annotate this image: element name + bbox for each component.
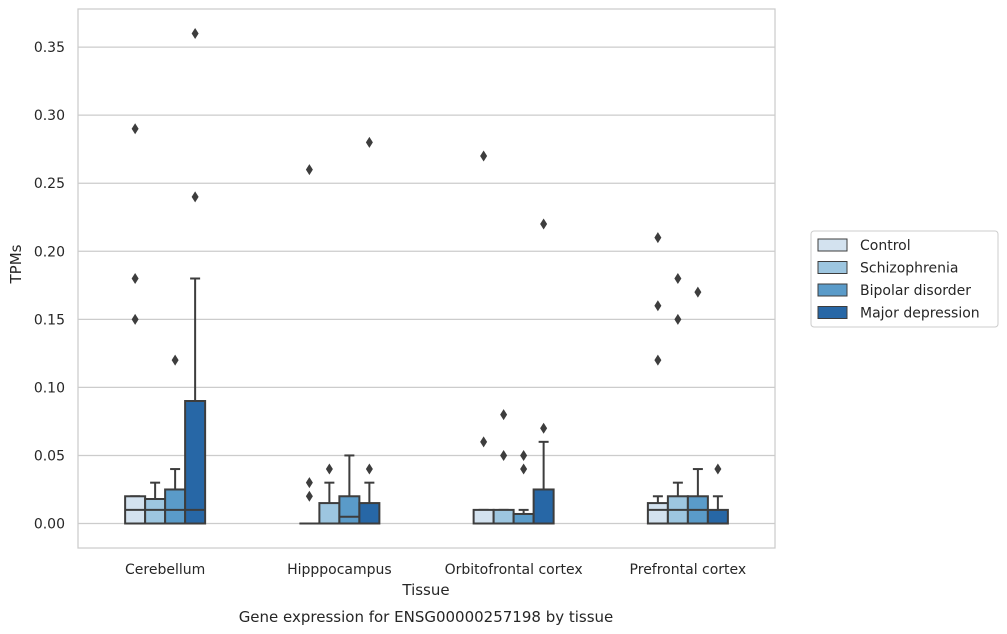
box-body bbox=[706, 508, 729, 525]
y-tick-label: 0.10 bbox=[34, 380, 65, 396]
box-body bbox=[646, 502, 669, 525]
outlier-point bbox=[305, 477, 313, 489]
box-control bbox=[299, 164, 320, 525]
outlier-point bbox=[480, 436, 488, 448]
legend-swatch bbox=[817, 261, 848, 274]
y-tick-label: 0.25 bbox=[34, 176, 65, 192]
box-control bbox=[124, 123, 147, 525]
box-body bbox=[492, 508, 515, 525]
box-body bbox=[144, 498, 167, 525]
outlier-point bbox=[654, 300, 662, 312]
box-control bbox=[646, 232, 669, 525]
x-tick-label: Hipppocampus bbox=[287, 562, 392, 578]
y-tick-label: 0.15 bbox=[34, 312, 65, 328]
x-tick-label: Orbitofrontal cortex bbox=[445, 562, 583, 578]
x-tick-labels: Cerebellum Hipppocampus Orbitofrontal cort… bbox=[125, 562, 746, 578]
y-tick-labels: 0.00 0.05 0.10 0.15 0.20 0.25 0.30 0.35 bbox=[34, 40, 65, 532]
outlier-point bbox=[305, 490, 313, 502]
outlier-point bbox=[131, 273, 139, 284]
legend: Control Schizophrenia Bipolar disorder Majo… bbox=[810, 230, 999, 328]
box-bipolar-disorder bbox=[512, 449, 535, 525]
legend-swatch bbox=[817, 283, 848, 297]
outlier-point bbox=[714, 463, 722, 475]
y-tick-label: 0.05 bbox=[34, 448, 65, 464]
x-tick-label: Prefrontal cortex bbox=[630, 562, 747, 578]
box-major-depression bbox=[358, 136, 381, 525]
outlier-point bbox=[131, 313, 139, 325]
legend-label: Bipolar disorder bbox=[860, 283, 971, 299]
y-tick-label: 0.00 bbox=[34, 517, 65, 533]
chart-caption: Gene expression for ENSG00000257198 by t… bbox=[239, 608, 614, 626]
legend-frame bbox=[810, 230, 999, 328]
box-major-depression bbox=[706, 463, 729, 525]
outlier-point bbox=[191, 191, 199, 203]
box-body bbox=[318, 502, 341, 525]
box-body bbox=[472, 508, 495, 525]
box-body bbox=[358, 502, 381, 525]
box-groups bbox=[124, 28, 729, 525]
outlier-point bbox=[500, 409, 508, 421]
outlier-point bbox=[674, 313, 682, 325]
legend-label: Major depression bbox=[860, 306, 980, 322]
outlier-point bbox=[365, 136, 373, 148]
box-schizophrenia bbox=[318, 463, 341, 525]
outlier-point bbox=[365, 463, 373, 475]
box-body bbox=[338, 495, 361, 525]
legend-label: Control bbox=[860, 238, 911, 254]
box-schizophrenia bbox=[666, 273, 689, 525]
box-bipolar-disorder bbox=[686, 286, 709, 525]
x-tick-label: Cerebellum bbox=[125, 562, 205, 578]
outlier-point bbox=[131, 123, 139, 135]
legend-swatch bbox=[817, 238, 848, 252]
outlier-point bbox=[654, 232, 662, 244]
outlier-point bbox=[305, 164, 313, 176]
box-major-depression bbox=[184, 28, 207, 525]
x-axis-label: Tissue bbox=[401, 581, 449, 599]
outlier-point bbox=[191, 28, 199, 39]
y-tick-label: 0.35 bbox=[34, 40, 65, 56]
legend-swatch bbox=[817, 306, 848, 319]
box-body bbox=[184, 400, 207, 525]
box-body bbox=[512, 512, 535, 525]
outlier-point bbox=[540, 218, 548, 230]
outlier-point bbox=[520, 463, 528, 475]
outlier-point bbox=[480, 150, 488, 162]
y-axis-label: TPMs bbox=[7, 244, 25, 284]
y-tick-label: 0.30 bbox=[34, 108, 65, 124]
outlier-point bbox=[520, 449, 528, 461]
box-control bbox=[472, 150, 495, 525]
box-body bbox=[532, 488, 555, 525]
legend-label: Schizophrenia bbox=[860, 261, 958, 277]
plot-frame bbox=[77, 8, 776, 549]
outlier-point bbox=[171, 354, 179, 366]
outlier-point bbox=[694, 286, 702, 298]
outlier-point bbox=[500, 449, 508, 461]
y-tick-label: 0.20 bbox=[34, 244, 65, 260]
box-major-depression bbox=[532, 218, 555, 525]
outlier-point bbox=[540, 422, 548, 434]
box-body bbox=[164, 488, 187, 525]
outlier-point bbox=[325, 463, 333, 475]
outlier-point bbox=[654, 354, 662, 366]
outlier-point bbox=[674, 273, 682, 284]
